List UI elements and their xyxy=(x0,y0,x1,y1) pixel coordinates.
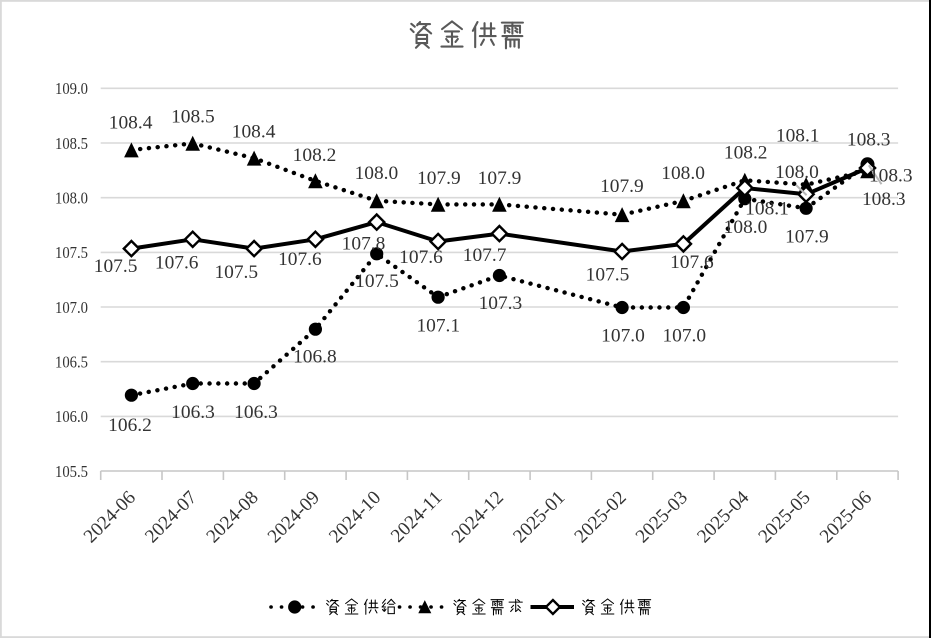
svg-text:107.3: 107.3 xyxy=(479,293,523,314)
svg-text:107.0: 107.0 xyxy=(662,326,706,347)
svg-text:108.0: 108.0 xyxy=(661,163,705,184)
svg-text:108.1: 108.1 xyxy=(745,199,789,220)
svg-text:108.2: 108.2 xyxy=(293,145,337,166)
svg-text:107.6: 107.6 xyxy=(399,247,443,268)
svg-text:107.6: 107.6 xyxy=(155,253,199,274)
svg-text:107.1: 107.1 xyxy=(416,315,460,336)
svg-text:108.0: 108.0 xyxy=(355,163,399,184)
svg-text:107.6: 107.6 xyxy=(278,249,322,270)
svg-text:106.5: 106.5 xyxy=(55,353,88,372)
svg-text:108.0: 108.0 xyxy=(724,217,768,238)
svg-text:107.5: 107.5 xyxy=(355,271,399,292)
svg-text:106.0: 106.0 xyxy=(55,407,88,426)
svg-text:107.5: 107.5 xyxy=(214,262,258,283)
svg-text:106.3: 106.3 xyxy=(171,402,215,423)
svg-text:107.7: 107.7 xyxy=(463,245,507,266)
svg-text:107.5: 107.5 xyxy=(55,243,88,262)
svg-text:108.4: 108.4 xyxy=(232,122,276,143)
svg-text:107.5: 107.5 xyxy=(586,265,630,286)
svg-text:107.8: 107.8 xyxy=(342,233,386,254)
svg-text:108.3: 108.3 xyxy=(862,189,906,210)
svg-text:107.9: 107.9 xyxy=(600,176,644,197)
svg-text:108.2: 108.2 xyxy=(724,142,768,163)
svg-text:105.5: 105.5 xyxy=(55,462,88,481)
svg-text:107.0: 107.0 xyxy=(601,326,645,347)
svg-text:107.9: 107.9 xyxy=(417,168,461,189)
svg-text:106.8: 106.8 xyxy=(293,346,337,367)
svg-text:107.9: 107.9 xyxy=(785,227,829,248)
svg-text:106.3: 106.3 xyxy=(234,402,278,423)
svg-text:106.2: 106.2 xyxy=(108,415,152,436)
svg-text:107.5: 107.5 xyxy=(94,256,138,277)
svg-text:108.3: 108.3 xyxy=(847,130,891,151)
svg-text:108.3: 108.3 xyxy=(869,166,913,187)
svg-text:108.1: 108.1 xyxy=(776,126,820,147)
svg-text:109.0: 109.0 xyxy=(55,79,88,98)
svg-text:108.5: 108.5 xyxy=(171,106,215,127)
svg-text:108.0: 108.0 xyxy=(775,162,819,183)
svg-text:108.0: 108.0 xyxy=(55,189,88,208)
svg-text:107.6: 107.6 xyxy=(670,252,714,273)
svg-text:107.0: 107.0 xyxy=(55,298,88,317)
svg-text:107.9: 107.9 xyxy=(478,168,522,189)
svg-text:108.4: 108.4 xyxy=(109,113,153,134)
svg-text:108.5: 108.5 xyxy=(55,134,88,153)
